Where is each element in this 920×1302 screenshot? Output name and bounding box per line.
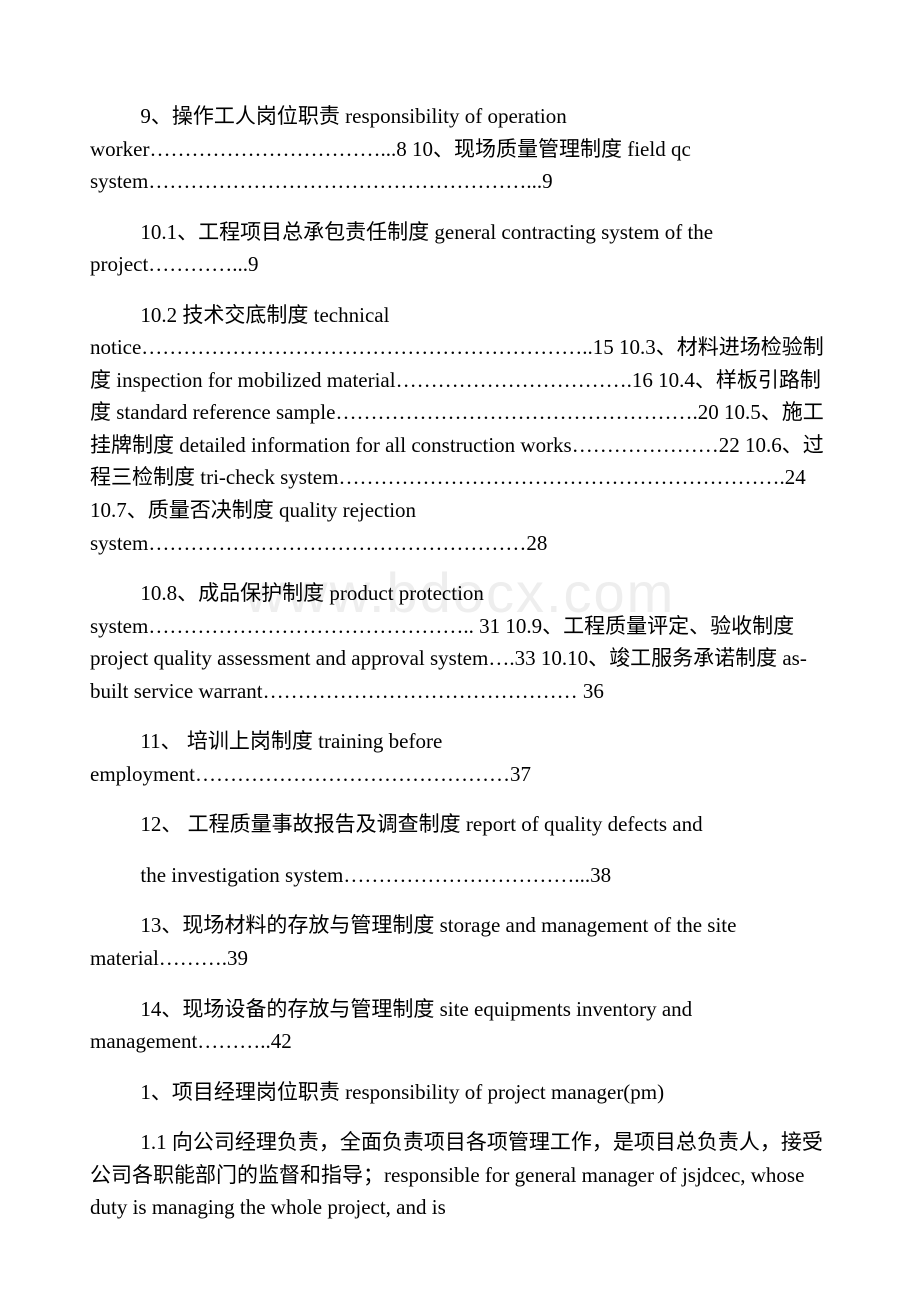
toc-item-11: 11、 培训上岗制度 training before employment………… <box>90 725 830 790</box>
toc-item-12b: the investigation system……………………………...38 <box>90 859 830 892</box>
toc-item-14: 14、现场设备的存放与管理制度 site equipments inventor… <box>90 993 830 1058</box>
toc-item-13: 13、现场材料的存放与管理制度 storage and management o… <box>90 909 830 974</box>
toc-item-9: 9、操作工人岗位职责 responsibility of operation w… <box>90 100 830 198</box>
document-content: 9、操作工人岗位职责 responsibility of operation w… <box>90 100 830 1224</box>
toc-item-12a: 12、 工程质量事故报告及调查制度 report of quality defe… <box>90 808 830 841</box>
toc-item-10-2: 10.2 技术交底制度 technical notice………………………………… <box>90 299 830 559</box>
section-1-title: 1、项目经理岗位职责 responsibility of project man… <box>90 1076 830 1109</box>
toc-item-10-1: 10.1、工程项目总承包责任制度 general contracting sys… <box>90 216 830 281</box>
toc-item-10-8: 10.8、成品保护制度 product protection system………… <box>90 577 830 707</box>
section-1-1-para: 1.1 向公司经理负责，全面负责项目各项管理工作，是项目总负责人，接受公司各职能… <box>90 1126 830 1224</box>
